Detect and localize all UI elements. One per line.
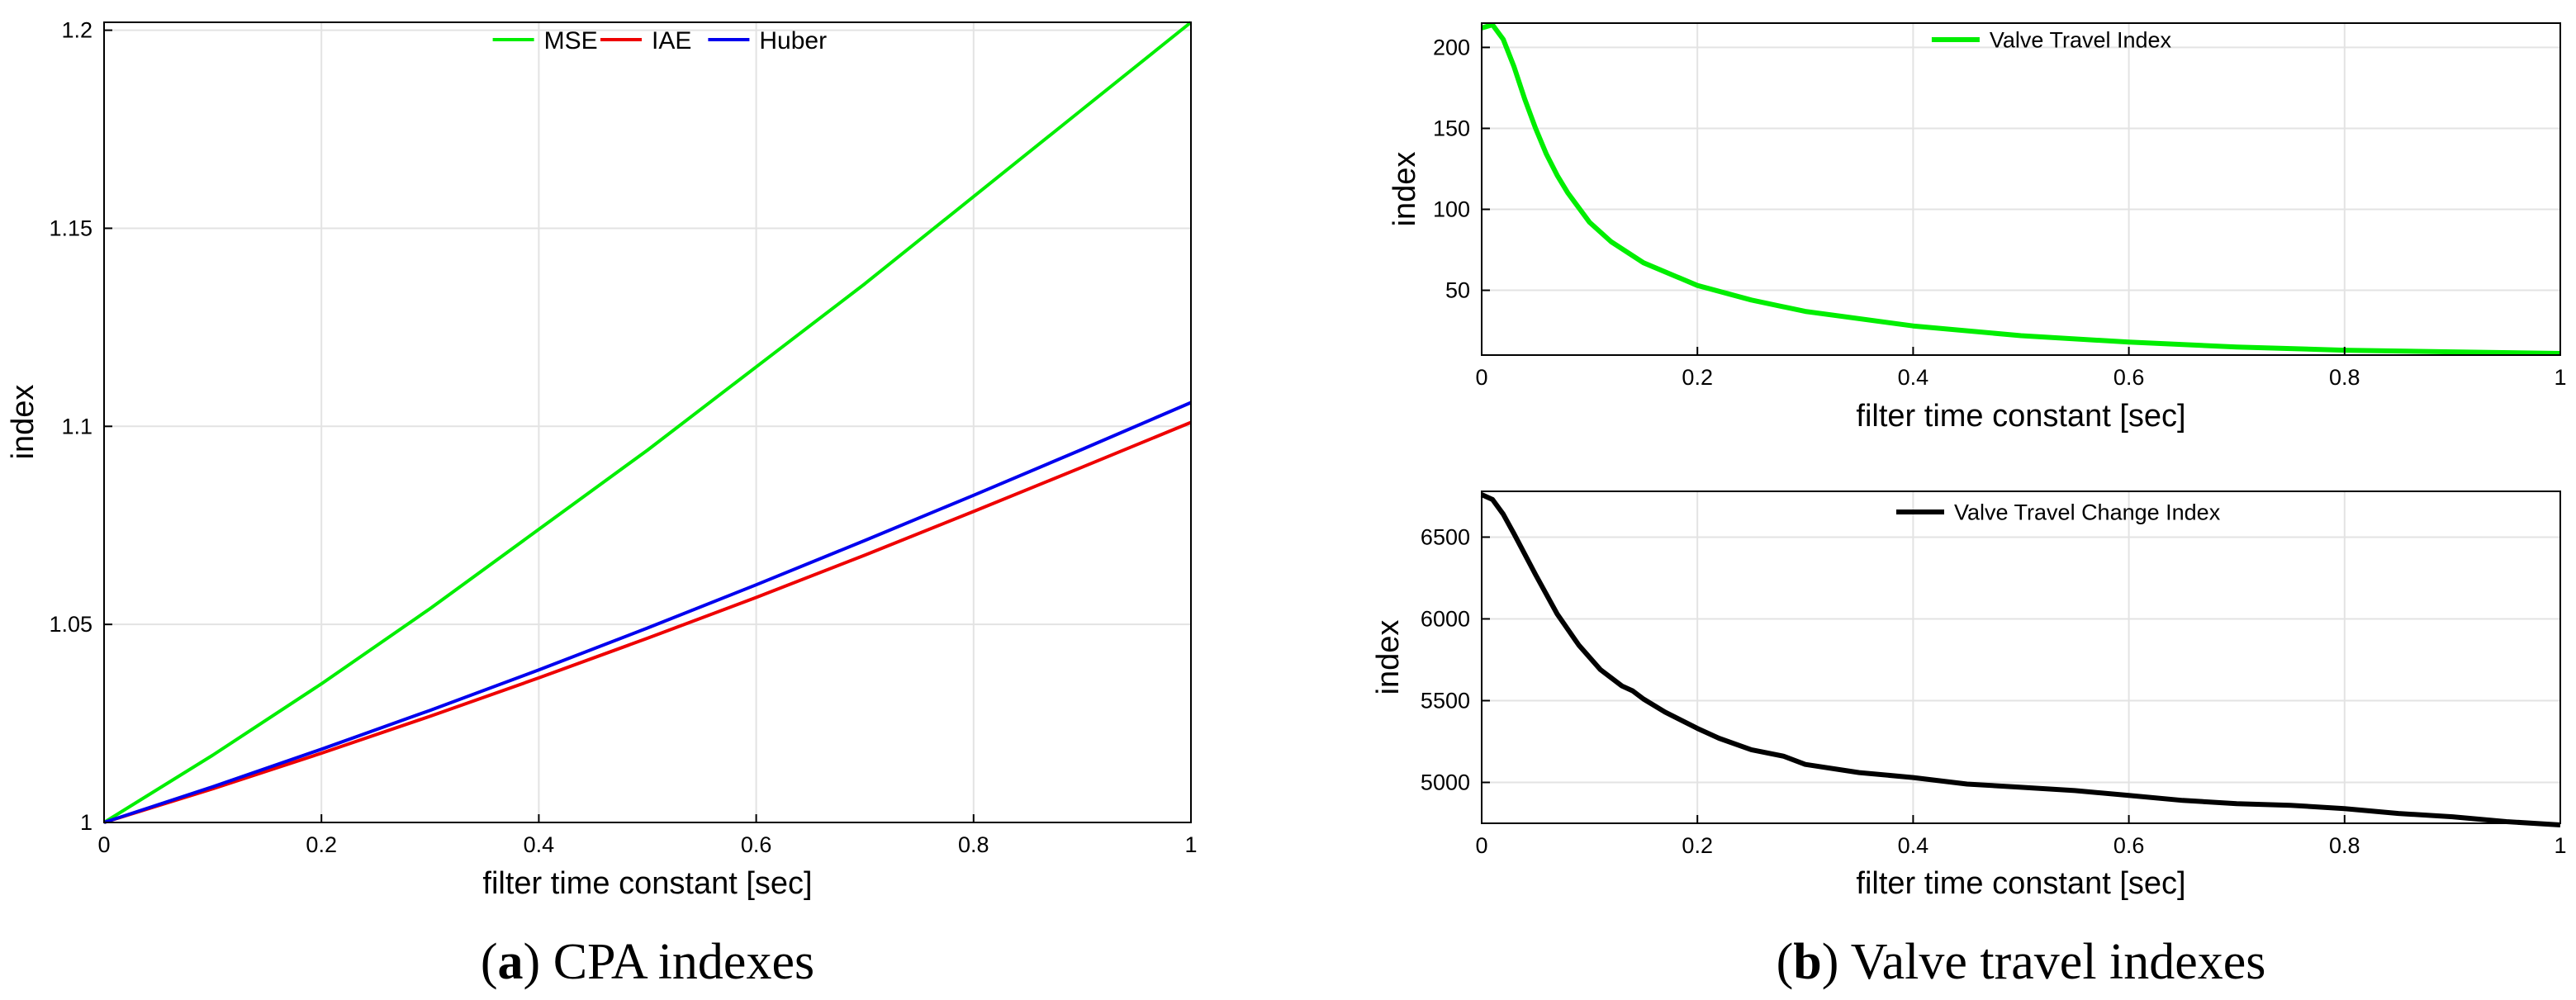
x-axis-label-a: filter time constant [sec] [482,866,812,901]
x-tick-label: 0 [1475,365,1487,390]
series-line-mse [102,21,1193,824]
caption-a-letter: a [498,934,524,990]
grid-a [103,22,1192,823]
x-axis-label-b-top: filter time constant [sec] [1856,399,2185,434]
x-tick-label: 0.2 [306,832,337,857]
y-tick-label: 100 [1433,197,1470,222]
x-tick-label: 0.2 [1682,833,1713,858]
legend-b-bottom: Valve Travel Change Index [1896,500,2221,525]
legend-label: Valve Travel Index [1990,28,2172,53]
y-tick-label: 5500 [1421,688,1470,713]
y-tick-label: 50 [1445,278,1470,303]
y-tick-label: 1 [80,810,93,835]
caption-a: (a) CPA indexes [481,934,814,990]
grid-b-top [1481,23,2561,355]
legend-label: MSE [544,27,598,55]
y-tick-label: 1.15 [49,216,93,240]
x-tick-label: 0.6 [2113,365,2145,390]
x-tick-label: 1 [2554,833,2566,858]
caption-b: (b) Valve travel indexes [1777,934,2266,990]
caption-b-letter: b [1793,934,1821,990]
yticks-a: 1 1.05 1.1 1.15 1.2 [49,18,112,835]
legend-b-top: Valve Travel Index [1931,28,2172,53]
y-tick-label: 1.05 [49,612,93,637]
panel-valve-travel-index: 0 0.2 0.4 0.6 0.8 1 50 100 150 200 filter time c… [1388,22,2567,434]
series-line-iae [103,420,1192,824]
series-b-bottom [1480,492,2561,827]
x-tick-label: 1 [1184,832,1197,857]
x-tick-label: 0.6 [2113,833,2145,858]
panel-valve-travel-change-index: 0 0.2 0.4 0.6 0.8 1 5000 5500 6000 6500 filter t… [1371,491,2567,901]
x-tick-label: 0 [97,832,110,857]
x-axis-label-b-bottom: filter time constant [sec] [1856,866,2185,901]
x-tick-label: 0.8 [958,832,989,857]
caption-a-text: CPA indexes [540,934,814,990]
plot-frame-a [103,21,1192,823]
x-tick-label: 0.8 [2329,833,2360,858]
y-tick-label: 200 [1433,35,1470,59]
yticks-b-top: 50 100 150 200 [1433,35,1490,303]
y-tick-label: 5000 [1421,770,1470,794]
series-line-valve-travel-index [1481,22,2561,356]
y-axis-label-b-bottom: index [1371,620,1406,695]
series-a [102,21,1193,824]
xticks-b-bottom: 0 0.2 0.4 0.6 0.8 1 [1475,815,2567,858]
x-tick-label: 0.6 [741,832,772,857]
y-tick-label: 1.2 [61,18,93,43]
panel-cpa-indexes: 0 0.2 0.4 0.6 0.8 1 1 1.05 1.1 1.15 1.2 filter ti… [6,18,1198,901]
y-tick-label: 1.1 [61,414,93,438]
series-line-valve-travel-change-index [1480,492,2561,827]
x-tick-label: 0.2 [1682,365,1713,390]
series-b-top [1481,22,2561,356]
legend-label: Valve Travel Change Index [1954,500,2221,525]
grid-b-bottom [1481,491,2561,823]
y-tick-label: 6000 [1421,606,1470,631]
x-tick-label: 0.4 [1898,365,1929,390]
y-axis-label-b-top: index [1388,152,1422,227]
xticks-b-top: 0 0.2 0.4 0.6 0.8 1 [1475,347,2567,390]
plot-frame-b-bottom [1481,491,2561,824]
legend-label: Huber [759,27,827,55]
y-tick-label: 6500 [1421,524,1470,549]
legend-label: IAE [652,27,691,55]
x-tick-label: 0 [1475,833,1487,858]
x-tick-label: 0.4 [524,832,555,857]
y-tick-label: 150 [1433,116,1470,140]
x-tick-label: 0.8 [2329,365,2360,390]
plot-frame-b-top [1481,22,2561,356]
caption-b-text: Valve travel indexes [1838,934,2265,990]
series-line-huber [103,400,1192,824]
xticks-a: 0 0.2 0.4 0.6 0.8 1 [97,814,1198,857]
x-tick-label: 0.4 [1898,833,1929,858]
y-axis-label-a: index [6,385,40,460]
x-tick-label: 1 [2554,365,2566,390]
yticks-b-bottom: 5000 5500 6000 6500 [1421,524,1490,794]
legend-a: MSE IAE Huber [492,27,827,55]
